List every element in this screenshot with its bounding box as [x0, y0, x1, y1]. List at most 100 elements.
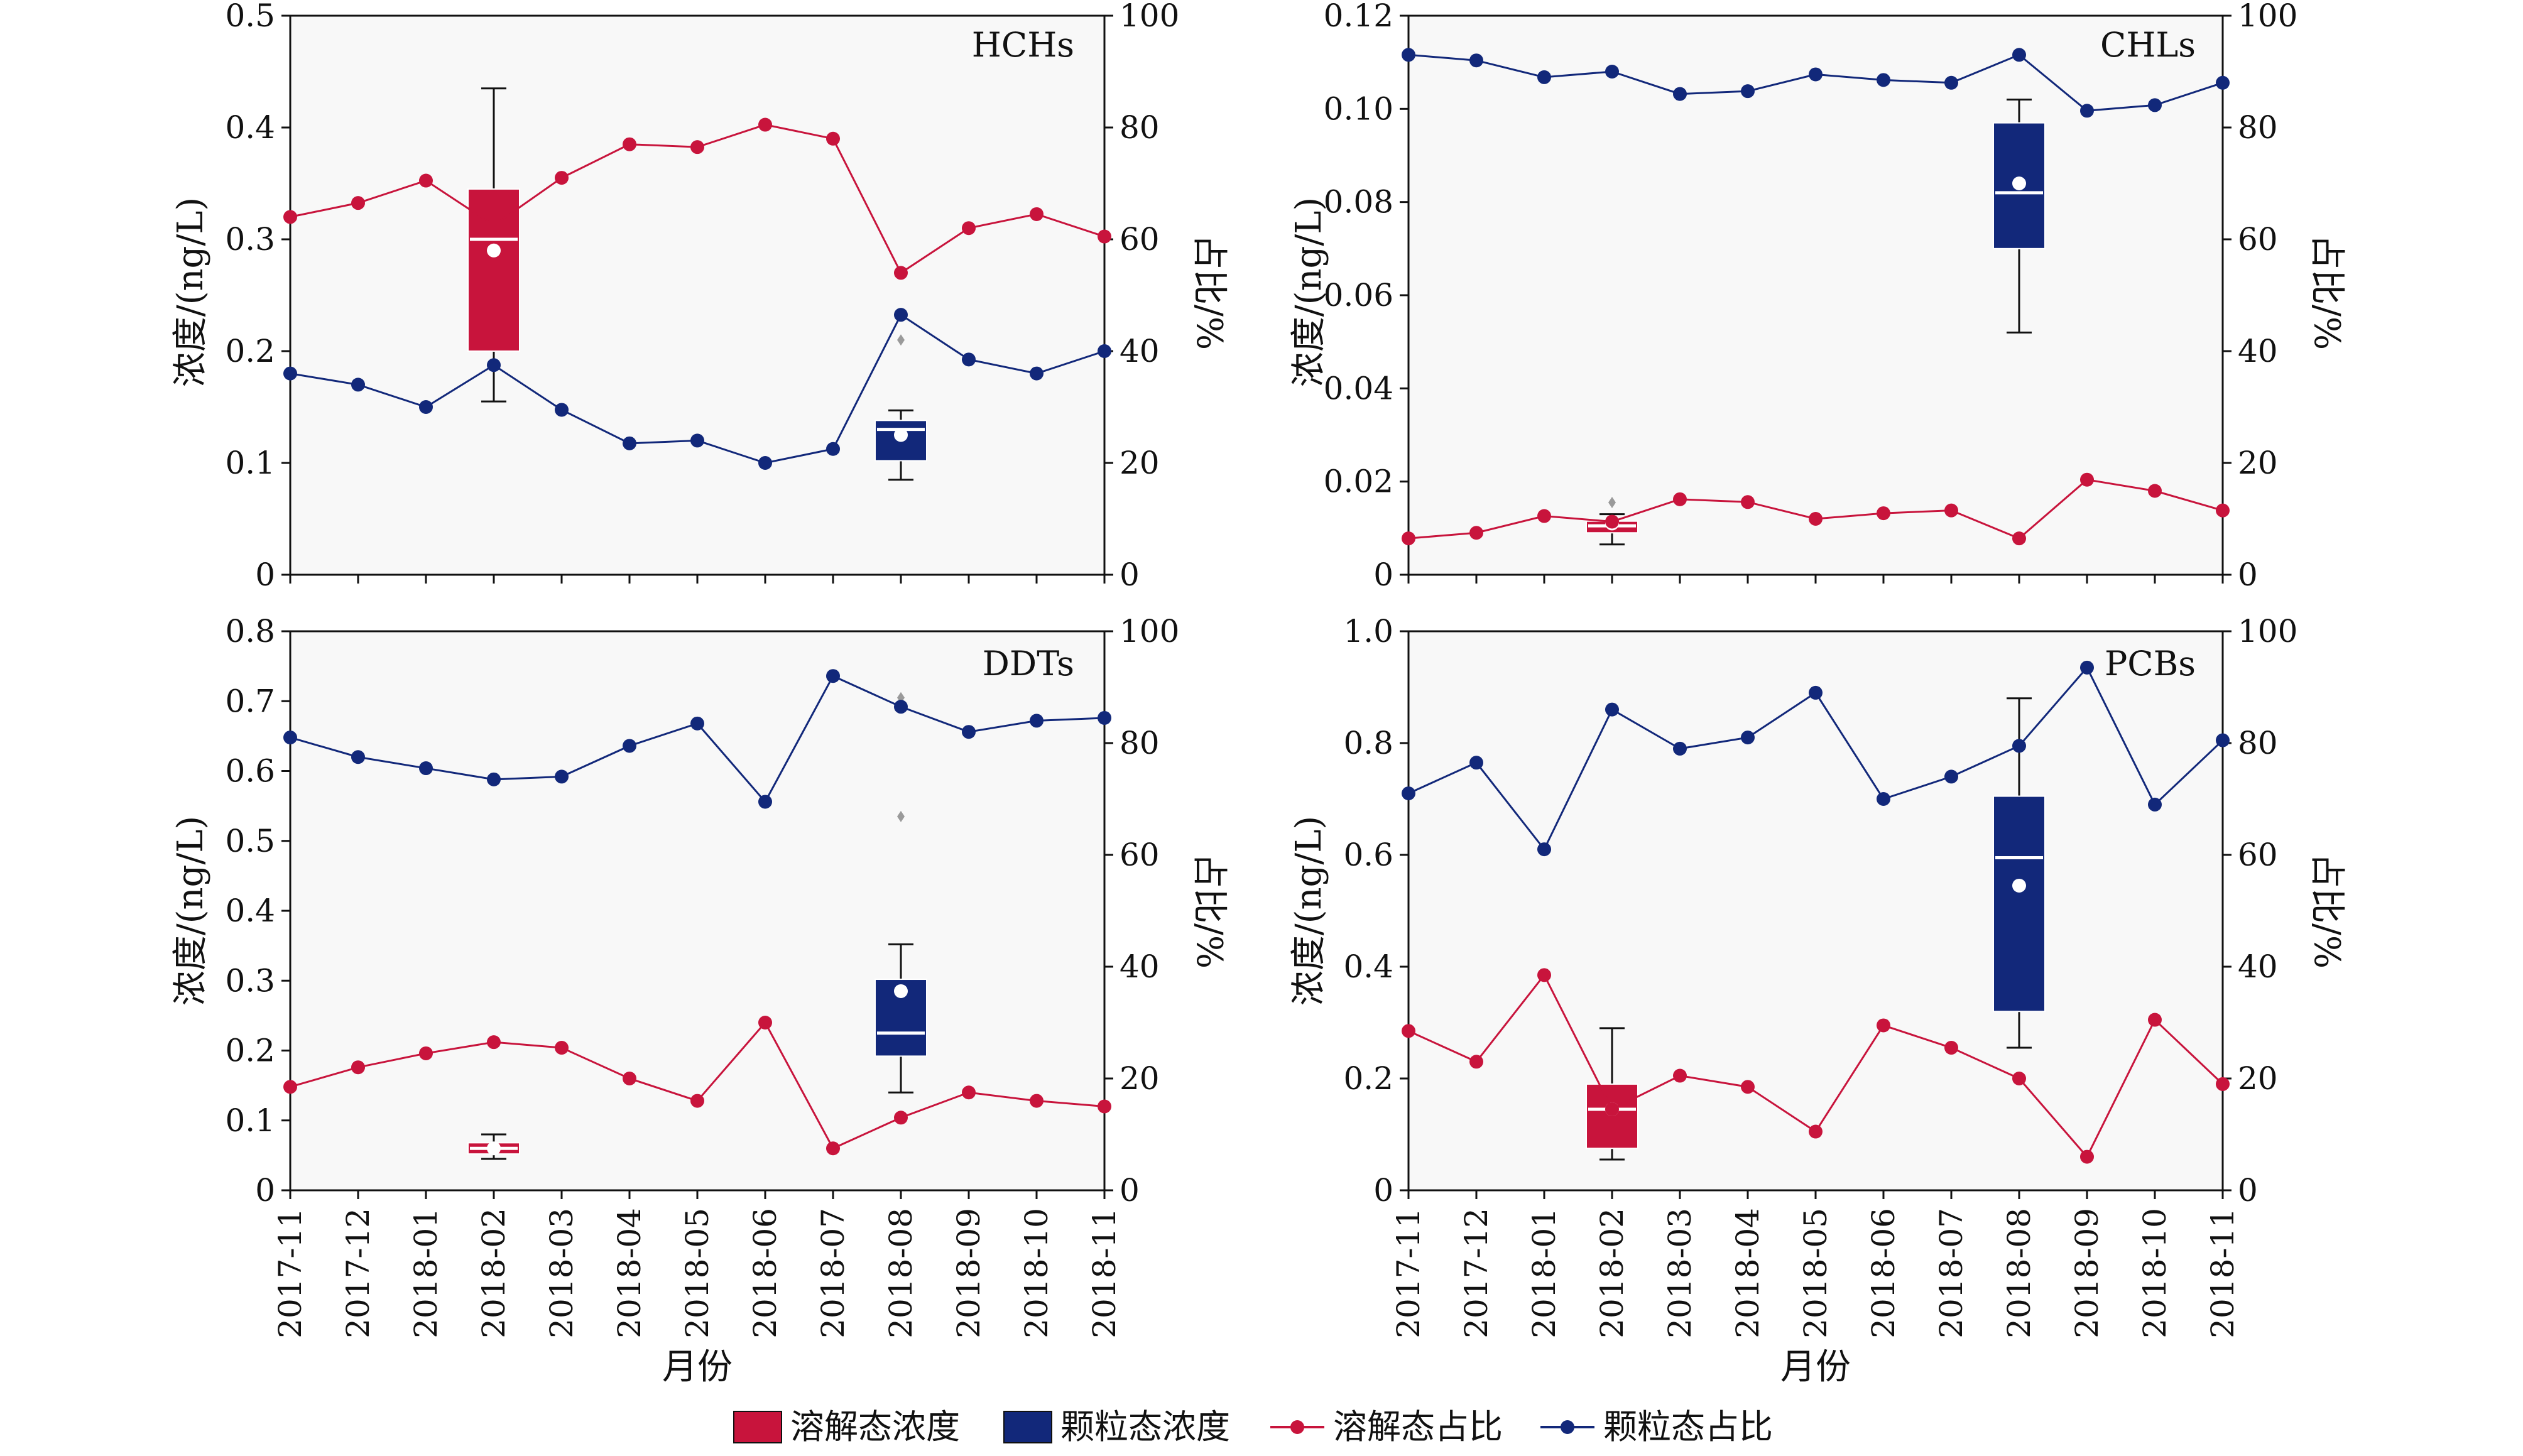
series-point-dissolved-ratio: [962, 1085, 976, 1100]
series-point-dissolved-ratio: [623, 137, 636, 151]
series-point-particulate-ratio: [1605, 702, 1619, 717]
series-point-dissolved-ratio: [758, 117, 772, 132]
x-tick-label: 2018-05: [1797, 1208, 1834, 1339]
series-point-dissolved-ratio: [2148, 1013, 2162, 1027]
series-point-particulate-ratio: [1809, 67, 1823, 82]
panel-ddts: DDTs 浓度/(ng/L) 占比/%: [170, 644, 1229, 1006]
series-point-dissolved-ratio: [1605, 514, 1619, 529]
series-point-particulate-ratio: [2080, 104, 2094, 118]
left-tick-label: 0.3: [225, 221, 275, 258]
series-point-particulate-ratio: [1402, 48, 1415, 62]
series-point-particulate-ratio: [283, 731, 297, 745]
series-point-particulate-ratio: [1809, 685, 1823, 700]
left-tick-label: 0.02: [1324, 464, 1393, 500]
series-point-particulate-ratio: [487, 358, 501, 372]
series-point-dissolved-ratio: [487, 1035, 501, 1050]
right-tick-label: 0: [1120, 1172, 1140, 1209]
series-point-dissolved-ratio: [1741, 1080, 1755, 1094]
series-point-particulate-ratio: [894, 700, 908, 714]
panel-pcbs: PCBs 浓度/(ng/L) 占比/%: [1289, 644, 2347, 1006]
series-point-particulate-ratio: [1537, 70, 1551, 84]
x-tick-label: 2018-02: [476, 1208, 512, 1339]
right-tick-label: 80: [1120, 109, 1160, 146]
legend-label-particulate-ratio: 颗粒态占比: [1603, 1407, 1773, 1447]
series-point-dissolved-ratio: [2080, 1149, 2094, 1164]
right-tick-label: 40: [1120, 333, 1160, 369]
series-point-dissolved-ratio: [690, 1094, 704, 1108]
right-axis-label-ddts: 占比/%: [1189, 853, 1229, 969]
series-point-dissolved-ratio: [1402, 531, 1415, 546]
left-tick-label: 0: [1373, 557, 1393, 593]
series-point-particulate-ratio: [623, 436, 636, 450]
left-axis-label-ddts: 浓度/(ng/L): [170, 816, 211, 1006]
right-tick-label: 100: [2238, 0, 2297, 34]
series-point-dissolved-ratio: [758, 1016, 772, 1030]
series-point-dissolved-ratio: [419, 1046, 433, 1060]
legend-label-dissolved-ratio: 溶解态占比: [1333, 1407, 1503, 1447]
box-body-dissolved: [467, 188, 520, 352]
left-tick-label: 0.2: [225, 1033, 275, 1069]
series-point-particulate-ratio: [1877, 73, 1890, 87]
right-axis-label-pcbs: 占比/%: [2306, 853, 2347, 969]
series-point-dissolved-ratio: [690, 140, 704, 155]
left-tick-label: 0: [255, 557, 275, 593]
x-tick-label: 2018-09: [2069, 1208, 2105, 1339]
series-point-particulate-ratio: [894, 308, 908, 322]
right-tick-label: 60: [1120, 221, 1160, 258]
series-point-particulate-ratio: [1673, 741, 1687, 756]
right-tick-label: 100: [2238, 613, 2297, 649]
series-point-dissolved-ratio: [1673, 492, 1687, 506]
x-tick-label: 2017-12: [1458, 1208, 1495, 1339]
box-outlier-particulate: [897, 810, 905, 822]
series-point-dissolved-ratio: [351, 1060, 365, 1075]
left-tick-label: 0.1: [225, 1102, 275, 1139]
left-tick-label: 0.8: [225, 613, 275, 649]
left-tick-label: 0.08: [1324, 184, 1393, 220]
left-tick-label: 0.4: [225, 109, 275, 146]
series-point-particulate-ratio: [419, 761, 433, 776]
series-point-dissolved-ratio: [2216, 1077, 2230, 1091]
series-point-particulate-ratio: [2012, 739, 2026, 753]
left-tick-label: 0.1: [225, 445, 275, 481]
series-point-particulate-ratio: [758, 795, 772, 809]
series-point-particulate-ratio: [1944, 769, 1958, 784]
left-tick-label: 1.0: [1343, 613, 1393, 649]
x-tick-label: 2017-12: [340, 1208, 376, 1339]
box-mean-particulate: [2012, 878, 2026, 893]
series-point-particulate-ratio: [623, 739, 636, 753]
series-point-dissolved-ratio: [1944, 503, 1958, 518]
left-tick-label: 0.04: [1324, 370, 1393, 406]
plot-pcbs: 0 0.2 0.4 0.6 0.8 1.0 0 20 40 60 80 100 2017-11 2017-…: [1343, 613, 2297, 1339]
right-tick-label: 60: [2238, 837, 2278, 873]
series-point-dissolved-ratio: [1877, 1018, 1890, 1033]
legend-swatch-dissolved-conc: [733, 1411, 782, 1443]
series-point-dissolved-ratio: [283, 1080, 297, 1094]
box-outlier-particulate: [897, 334, 905, 346]
x-tick-label: 2018-10: [1018, 1208, 1055, 1339]
box-body-dissolved: [1586, 1083, 1638, 1149]
x-tick-label: 2018-01: [1526, 1208, 1562, 1339]
left-axis-label-chls: 浓度/(ng/L): [1289, 197, 1329, 388]
series-point-particulate-ratio: [1469, 53, 1483, 68]
x-tick-label: 2017-11: [272, 1208, 308, 1339]
right-tick-label: 80: [2238, 725, 2278, 761]
series-point-particulate-ratio: [351, 378, 365, 392]
series-point-dissolved-ratio: [1605, 1102, 1619, 1116]
x-tick-label: 2018-08: [2001, 1208, 2037, 1339]
series-point-dissolved-ratio: [826, 1141, 840, 1156]
series-point-particulate-ratio: [283, 366, 297, 381]
x-axis-label-right: 月份: [1780, 1347, 1851, 1388]
x-tick-label: 2018-07: [1933, 1208, 1970, 1339]
series-point-particulate-ratio: [1944, 75, 1958, 90]
right-tick-label: 40: [1120, 948, 1160, 985]
box-outlier-dissolved: [1608, 497, 1616, 509]
series-point-dissolved-ratio: [555, 171, 569, 185]
left-tick-label: 0.7: [225, 683, 275, 719]
right-tick-label: 0: [2238, 1172, 2258, 1209]
series-point-particulate-ratio: [555, 403, 569, 417]
left-tick-label: 0.3: [225, 962, 275, 999]
series-point-particulate-ratio: [1741, 84, 1755, 99]
series-point-particulate-ratio: [826, 442, 840, 456]
series-point-dissolved-ratio: [1809, 512, 1823, 526]
